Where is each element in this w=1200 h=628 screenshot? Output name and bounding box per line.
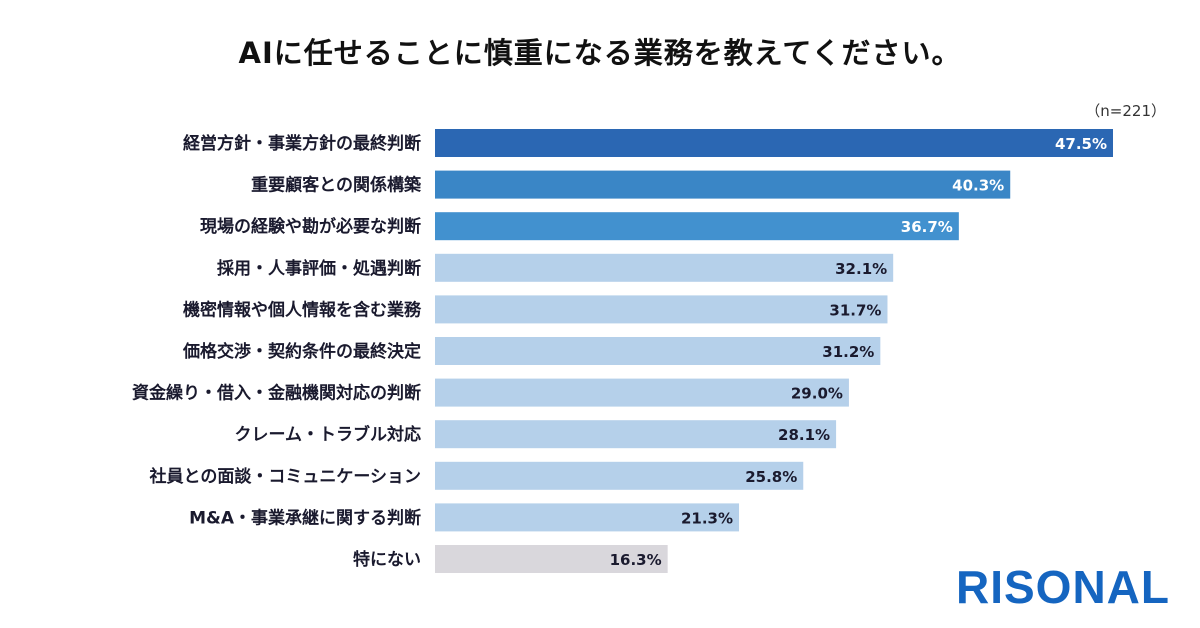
- chart-title: AIに任せることに慎重になる業務を教えてください。: [238, 36, 962, 70]
- bar-1: [435, 170, 1011, 199]
- value-label-1: 40.3%: [952, 177, 1004, 195]
- category-label-0: 経営方針・事業方針の最終判断: [183, 133, 421, 154]
- category-label-2: 現場の経験や勘が必要な判断: [200, 216, 421, 237]
- bar-8: [435, 461, 804, 490]
- bar-0: [435, 129, 1113, 157]
- bar-10: [435, 545, 668, 573]
- bar-2: [435, 212, 959, 241]
- sample-size-label: （n=221）: [1085, 102, 1166, 120]
- bar-4: [435, 295, 888, 324]
- category-label-7: クレーム・トラブル対応: [235, 424, 422, 445]
- value-label-8: 25.8%: [745, 468, 797, 486]
- category-label-10: 特にない: [353, 549, 421, 570]
- value-label-0: 47.5%: [1055, 135, 1107, 153]
- value-label-2: 36.7%: [901, 218, 953, 236]
- bar-7: [435, 420, 837, 449]
- category-label-1: 重要顧客との関係構築: [251, 175, 422, 196]
- bar-3: [435, 253, 894, 282]
- bar-6: [435, 378, 849, 407]
- value-label-5: 31.2%: [822, 343, 874, 361]
- value-label-9: 21.3%: [681, 509, 733, 527]
- value-label-6: 29.0%: [791, 385, 843, 403]
- bar-5: [435, 337, 881, 365]
- category-label-4: 機密情報や個人情報を含む業務: [183, 299, 422, 320]
- value-label-7: 28.1%: [778, 426, 830, 444]
- category-label-6: 資金繰り・借入・金融機関対応の判断: [132, 383, 421, 404]
- category-label-3: 採用・人事評価・処遇判断: [217, 258, 421, 279]
- category-label-8: 社員との面談・コミュニケーション: [149, 466, 422, 487]
- risonal-logo: RISONAL: [956, 561, 1170, 613]
- category-label-5: 価格交渉・契約条件の最終決定: [182, 341, 421, 362]
- value-label-10: 16.3%: [610, 551, 662, 569]
- value-label-3: 32.1%: [835, 260, 887, 278]
- category-label-9: M&A・事業承継に関する判断: [189, 507, 421, 528]
- bar-9: [435, 503, 740, 532]
- value-label-4: 31.7%: [829, 301, 881, 319]
